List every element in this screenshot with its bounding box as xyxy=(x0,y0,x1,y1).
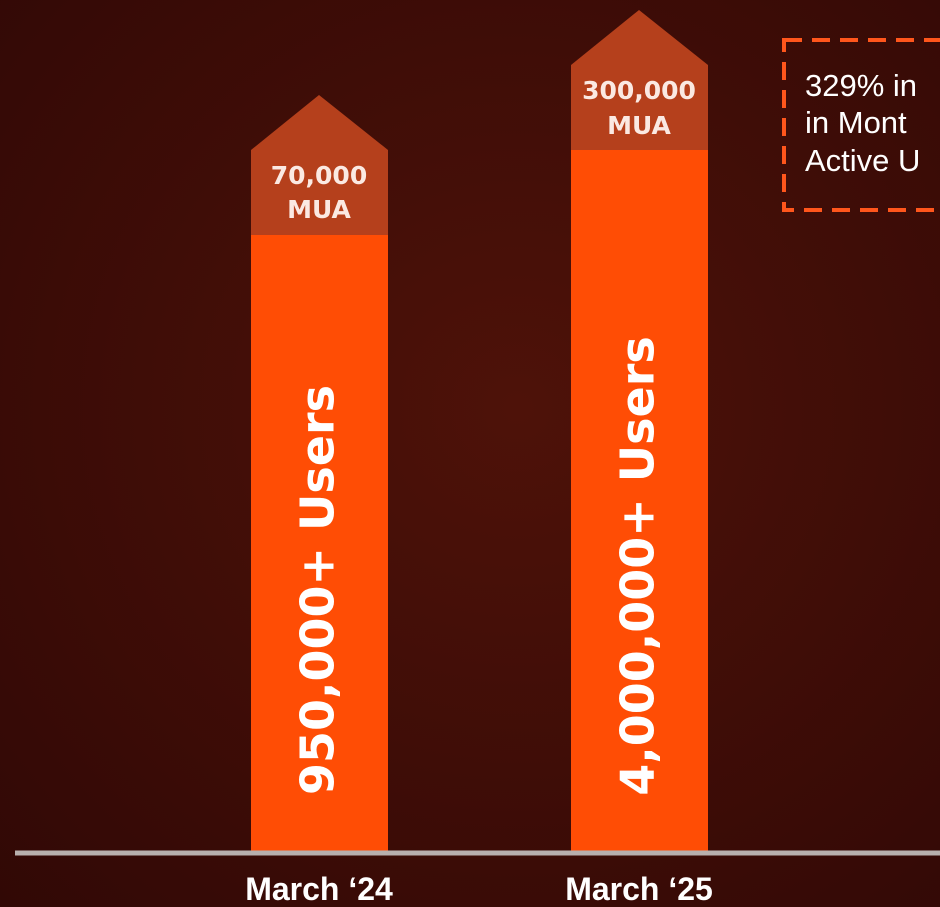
cap-value: 70,000 xyxy=(271,161,367,190)
bar-cap xyxy=(251,95,388,235)
bar-label: 950,000+ Users xyxy=(291,385,345,795)
category-label: March ‘25 xyxy=(565,871,713,907)
cap-value: 300,000 xyxy=(582,76,696,105)
cap-unit: MUA xyxy=(607,111,671,140)
bar-group: 300,000 MUA 4,000,000+ Users xyxy=(571,10,708,852)
annotation-line: in Mont xyxy=(805,105,907,140)
bar xyxy=(251,235,388,852)
annotation-line: Active U xyxy=(805,143,920,178)
annotation-box xyxy=(782,38,940,212)
cap-unit: MUA xyxy=(287,195,351,224)
category-label: March ‘24 xyxy=(245,871,393,907)
bar xyxy=(571,150,708,852)
annotation: 329% in in Mont Active U xyxy=(782,38,940,212)
annotation-line: 329% in xyxy=(805,68,917,103)
bar-cap xyxy=(571,10,708,150)
bar-group: 70,000 MUA 950,000+ Users xyxy=(251,95,388,852)
bar-label: 4,000,000+ Users xyxy=(611,336,665,796)
